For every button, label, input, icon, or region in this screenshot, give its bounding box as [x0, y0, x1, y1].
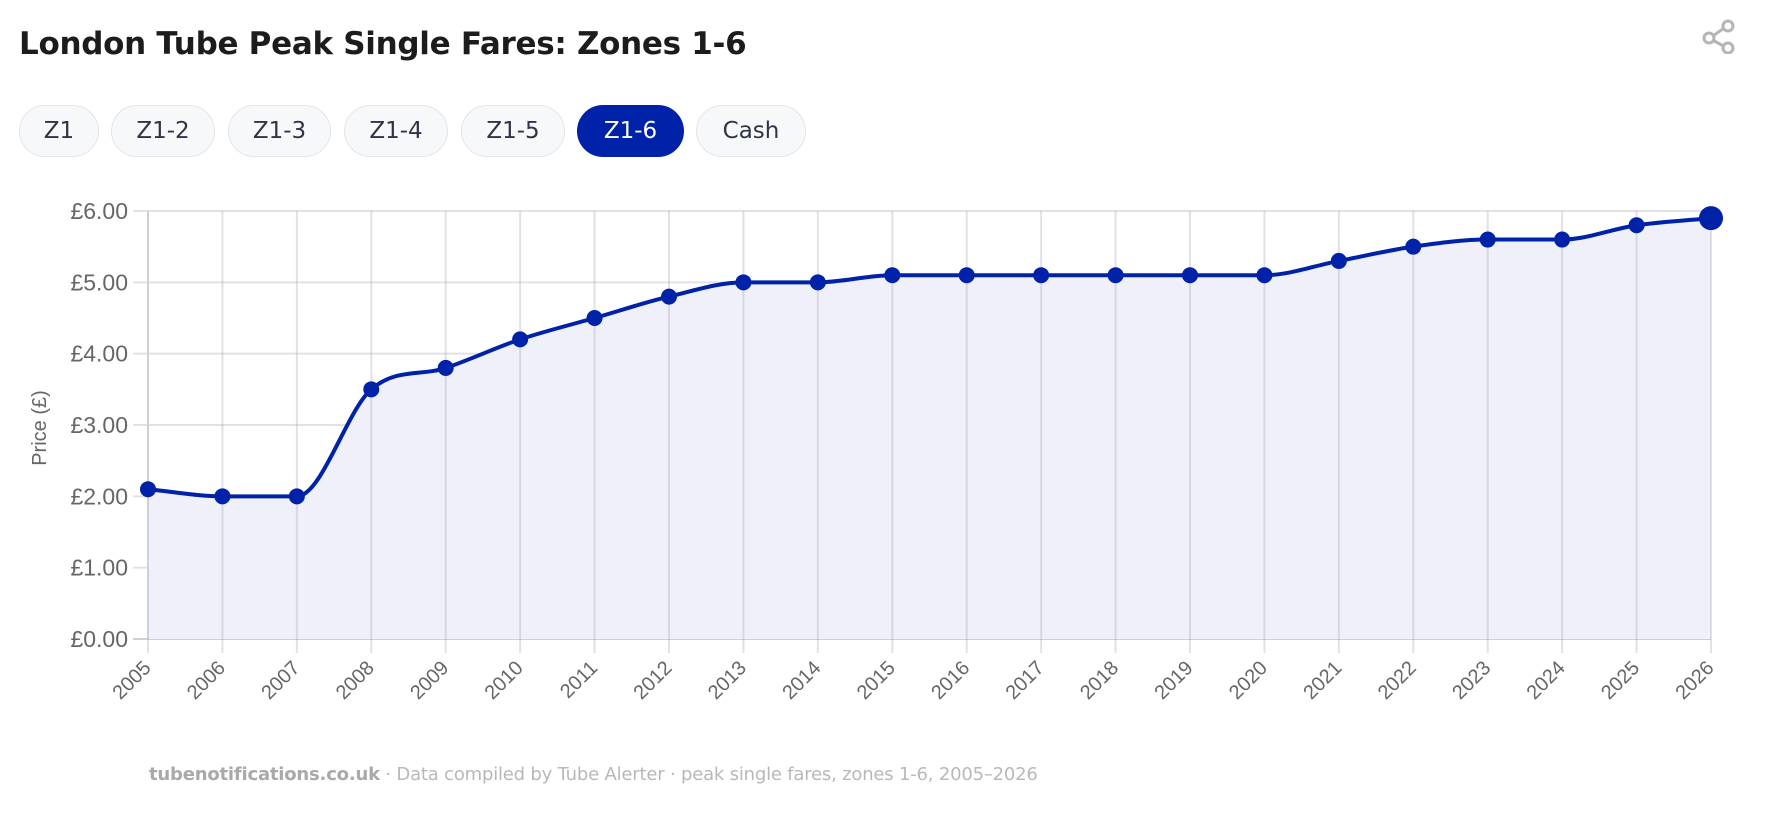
data-point[interactable] [512, 331, 529, 348]
x-tick-label: 2026 [1672, 657, 1719, 704]
footer-text: · Data compiled by Tube Alerter · peak s… [379, 764, 1038, 785]
filter-z1-6[interactable]: Z1-6 [577, 105, 684, 157]
x-tick-label: 2016 [927, 657, 974, 704]
y-axis-label: Price (£) [29, 390, 51, 466]
x-tick-label: 2006 [183, 657, 230, 704]
filter-z1-5[interactable]: Z1-5 [461, 105, 565, 157]
data-point[interactable] [809, 274, 826, 291]
x-tick-label: 2017 [1002, 657, 1049, 704]
x-tick-label: 2015 [853, 657, 900, 704]
data-point[interactable] [363, 381, 380, 398]
x-axis-ticks: 2005 2006 2007 2008 2009 2010 2011 2012 2013 2014… [109, 657, 1719, 704]
data-point[interactable] [1479, 231, 1496, 248]
footer-credit: tubenotifications.co.uk · Data compiled … [149, 764, 1038, 785]
x-tick-label: 2020 [1225, 657, 1272, 704]
filter-z1-4[interactable]: Z1-4 [344, 105, 448, 157]
x-tick-label: 2007 [257, 657, 304, 704]
x-tick-label: 2018 [1076, 657, 1123, 704]
filter-z1-2[interactable]: Z1-2 [111, 105, 215, 157]
data-point[interactable] [958, 267, 975, 284]
y-tick-label: £0.00 [70, 626, 128, 652]
chart-vertical-grid [147, 211, 1712, 653]
page-title: London Tube Peak Single Fares: Zones 1-6 [19, 26, 747, 62]
share-button[interactable] [1700, 18, 1736, 55]
data-point[interactable] [1256, 267, 1273, 284]
data-point[interactable] [1699, 206, 1723, 231]
y-tick-label: £1.00 [70, 555, 128, 581]
area-fill [148, 218, 1711, 639]
y-tick-label: £3.00 [70, 412, 128, 438]
data-point[interactable] [1405, 238, 1422, 255]
data-point[interactable] [1330, 252, 1347, 269]
x-tick-label: 2019 [1151, 657, 1198, 704]
x-tick-label: 2010 [481, 657, 528, 704]
data-point[interactable] [288, 488, 305, 505]
data-point[interactable] [884, 267, 901, 284]
data-point[interactable] [1182, 267, 1198, 284]
data-point[interactable] [661, 288, 677, 305]
data-point[interactable] [437, 359, 454, 376]
y-tick-label: £4.00 [70, 341, 128, 367]
data-point[interactable] [1554, 231, 1571, 248]
y-tick-label: £6.00 [70, 198, 128, 224]
data-points [140, 206, 1723, 505]
x-tick-label: 2014 [778, 657, 825, 704]
y-tick-label: £2.00 [70, 483, 128, 509]
data-point[interactable] [1107, 267, 1124, 284]
x-tick-label: 2021 [1299, 657, 1346, 704]
share-icon [1702, 19, 1735, 55]
x-tick-label: 2009 [406, 657, 453, 704]
data-line [146, 216, 1713, 499]
filter-z1-3[interactable]: Z1-3 [228, 105, 331, 157]
x-tick-label: 2012 [630, 657, 677, 704]
data-point[interactable] [735, 274, 752, 291]
y-tick-label: £5.00 [70, 269, 128, 295]
filter-z1[interactable]: Z1 [19, 105, 99, 157]
footer-site-link[interactable]: tubenotifications.co.uk [149, 764, 380, 785]
data-point[interactable] [140, 481, 156, 498]
data-point[interactable] [214, 488, 231, 505]
data-point[interactable] [586, 310, 603, 326]
fare-line-chart: £0.00 £1.00 £2.00 £3.00 £4.00 £5.00 £6.00 2005… [29, 198, 1723, 704]
filter-cash[interactable]: Cash [696, 105, 806, 157]
y-axis-ticks: £0.00 £1.00 £2.00 £3.00 £4.00 £5.00 £6.00 [70, 198, 128, 652]
x-tick-label: 2011 [556, 657, 602, 703]
x-tick-label: 2008 [332, 657, 379, 704]
data-point[interactable] [1628, 217, 1645, 234]
data-point[interactable] [1033, 267, 1050, 284]
x-tick-label: 2023 [1448, 657, 1495, 704]
x-tick-label: 2025 [1597, 657, 1644, 704]
x-tick-label: 2013 [704, 657, 751, 704]
x-tick-label: 2022 [1374, 657, 1421, 704]
x-tick-label: 2024 [1523, 657, 1570, 704]
x-tick-label: 2005 [109, 657, 156, 704]
